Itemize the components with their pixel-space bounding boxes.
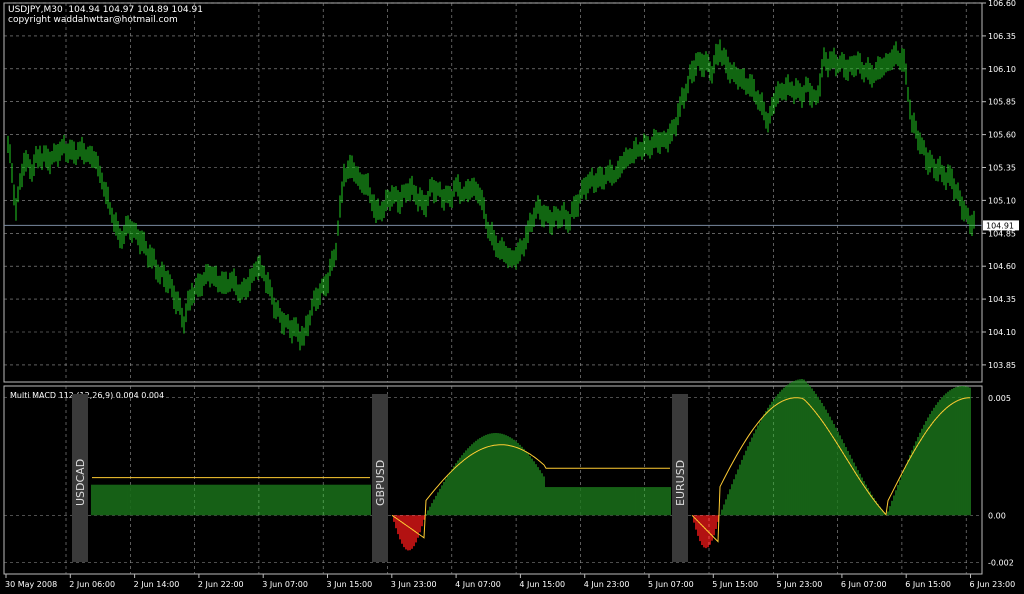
x-axis-label: 4 Jun 23:00 bbox=[584, 580, 630, 589]
symbol-info: USDJPY,M30 104.94 104.97 104.89 104.91 bbox=[8, 5, 203, 15]
x-axis-label: 6 Jun 23:00 bbox=[970, 580, 1016, 589]
price-tick-label: 105.35 bbox=[988, 163, 1016, 172]
price-tick-label: 106.10 bbox=[988, 65, 1016, 74]
section-label: EURUSD bbox=[674, 460, 687, 506]
price-tick-label: 104.60 bbox=[988, 262, 1016, 271]
section-separator bbox=[72, 394, 88, 562]
section-label: GBPUSD bbox=[374, 460, 387, 506]
x-axis-label: 3 Jun 15:00 bbox=[327, 580, 373, 589]
price-tick-label: 105.85 bbox=[988, 98, 1016, 107]
indicator-pane-frame bbox=[3, 385, 983, 575]
price-pane-frame bbox=[3, 2, 983, 383]
signal-line bbox=[691, 397, 970, 543]
indicator-tick-label: -0.002 bbox=[988, 558, 1014, 567]
price-tick-label: 105.10 bbox=[988, 196, 1016, 205]
price-tick-label: 104.85 bbox=[988, 229, 1016, 238]
current-price-label: 104.91 bbox=[986, 221, 1014, 230]
signal-line bbox=[391, 444, 670, 539]
x-axis-label: 5 Jun 23:00 bbox=[777, 580, 823, 589]
x-axis-label: 2 Jun 14:00 bbox=[134, 580, 180, 589]
section-separator bbox=[672, 394, 688, 562]
x-axis-label: 6 Jun 15:00 bbox=[905, 580, 951, 589]
x-axis-label: 5 Jun 15:00 bbox=[712, 580, 758, 589]
copyright-text: copyright waddahwttar@hotmail.com bbox=[8, 15, 178, 25]
price-tick-label: 105.60 bbox=[988, 131, 1016, 140]
x-axis-label: 3 Jun 07:00 bbox=[262, 580, 308, 589]
section-label: USDCAD bbox=[74, 459, 87, 506]
price-tick-label: 106.35 bbox=[988, 32, 1016, 41]
indicator-tick-label: 0.005 bbox=[988, 394, 1011, 403]
x-axis-label: 4 Jun 07:00 bbox=[455, 580, 501, 589]
x-axis-label: 2 Jun 06:00 bbox=[69, 580, 115, 589]
x-axis-label: 6 Jun 07:00 bbox=[841, 580, 887, 589]
price-tick-label: 104.10 bbox=[988, 328, 1016, 337]
price-tick-label: 104.35 bbox=[988, 295, 1016, 304]
section-separator bbox=[372, 394, 388, 562]
x-axis-label: 5 Jun 07:00 bbox=[648, 580, 694, 589]
x-axis-label: 2 Jun 22:00 bbox=[198, 580, 244, 589]
x-axis-label: 3 Jun 23:00 bbox=[391, 580, 437, 589]
price-tick-label: 103.85 bbox=[988, 361, 1016, 370]
x-axis-label: 4 Jun 15:00 bbox=[519, 580, 565, 589]
x-axis-label: 30 May 2008 bbox=[5, 580, 57, 589]
indicator-tick-label: 0.00 bbox=[988, 511, 1006, 520]
current-price-box bbox=[983, 220, 1019, 231]
price-tick-label: 106.60 bbox=[988, 0, 1016, 8]
